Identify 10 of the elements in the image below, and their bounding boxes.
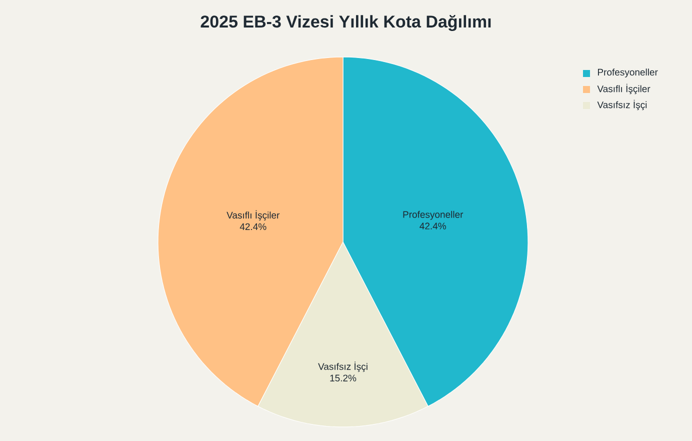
slice-label: Vasıflı İşçiler bbox=[226, 210, 280, 220]
chart-title: 2025 EB-3 Vizesi Yıllık Kota Dağılımı bbox=[200, 14, 491, 32]
legend-label: Vasıfsız İşçi bbox=[597, 100, 647, 110]
data-label: 42.4% bbox=[240, 223, 266, 230]
data-label: 42.4% bbox=[420, 222, 446, 230]
legend-label: Vasıflı İşçiler bbox=[597, 84, 650, 94]
data-label: 15.2% bbox=[330, 374, 356, 382]
slice-label: Profesyoneller bbox=[403, 210, 464, 220]
legend-label: Profesyoneller bbox=[598, 68, 658, 78]
slice-label: Vasıfsız İşçi bbox=[318, 362, 368, 372]
